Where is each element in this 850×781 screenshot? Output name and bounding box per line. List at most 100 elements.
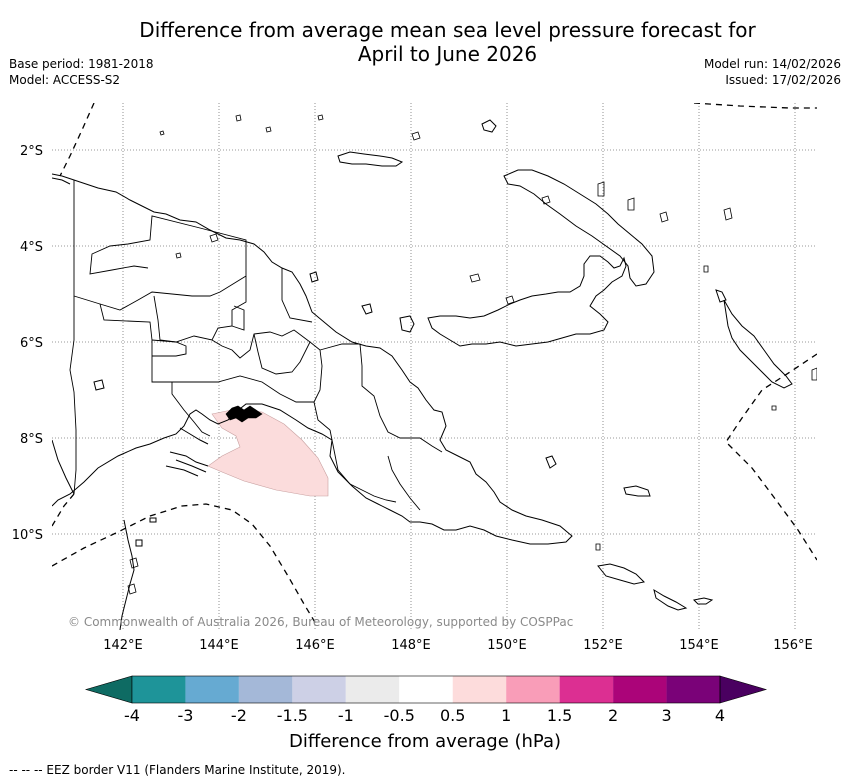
model-name: Model: ACCESS-S2 (9, 73, 121, 87)
trobriand-coast (545, 455, 557, 469)
island (771, 405, 777, 411)
madang-boundary (281, 268, 313, 323)
island (265, 126, 272, 133)
papua-south-coast (52, 439, 75, 495)
island (159, 130, 165, 136)
colorbar-tick-label: -4 (124, 706, 140, 725)
eez-east (725, 353, 817, 561)
lat-label-10s: 10°S (12, 528, 43, 543)
island (235, 114, 242, 122)
title-line-1: Difference from average mean sea level p… (139, 18, 756, 42)
new-britain-coast (427, 255, 627, 347)
lon-label-148e: 148°E (391, 638, 431, 653)
colorbar-tick-label: -0.5 (384, 706, 415, 725)
gulf-central-boundary (329, 429, 397, 503)
eez-north-east (693, 103, 817, 109)
fly-delta (165, 427, 209, 477)
island (209, 233, 219, 243)
island (469, 273, 481, 283)
island (703, 265, 709, 273)
issued-date: Issued: 17/02/2026 (725, 73, 841, 87)
dentrecasteaux-coast (597, 563, 646, 585)
island (505, 295, 515, 305)
woodlark-coast (623, 485, 651, 497)
graticule (52, 103, 817, 630)
island (627, 197, 635, 211)
cape-york-coast (119, 519, 135, 630)
island (127, 583, 137, 595)
louisiade-coast (653, 588, 688, 611)
colorbar-segment (132, 676, 186, 703)
copyright-text: © Commonwealth of Australia 2026, Bureau… (68, 615, 573, 629)
lat-label-6s: 6°S (20, 336, 43, 351)
manus-coast (337, 151, 404, 167)
model-run-date: Model run: 14/02/2026 (703, 57, 841, 71)
colorbar-tick-label: -2 (231, 706, 247, 725)
colorbar-segment (559, 676, 614, 703)
colorbar-tick-label: 0.5 (440, 706, 465, 725)
lon-label-146e: 146°E (295, 638, 335, 653)
colorbar-segment (452, 676, 507, 703)
lon-label-156e: 156°E (773, 638, 813, 653)
new-guinea-coast (52, 173, 573, 545)
karkar-coast (309, 271, 319, 283)
island (723, 207, 733, 221)
png-indonesia-border (69, 180, 77, 495)
island (129, 557, 139, 569)
colorbar-segment (506, 676, 560, 703)
colorbar-title: Difference from average (hPa) (289, 731, 561, 752)
island (659, 211, 669, 223)
island (811, 367, 817, 381)
umboi-coast (361, 303, 373, 315)
highlands-boundaries (211, 329, 323, 403)
colorbar-tick-labels: -4 -3 -2 -1.5 -1 -0.5 0.5 1 1.5 2 3 4 (124, 706, 725, 725)
colorbar-tick-label: -1.5 (277, 706, 308, 725)
colorbar-segment (238, 676, 293, 703)
lon-label-154e: 154°E (679, 638, 719, 653)
island (597, 181, 605, 197)
lon-labels: 142°E 144°E 146°E 148°E 150°E 152°E 154°… (103, 638, 813, 653)
run-info: Model run: 14/02/2026 Issued: 17/02/2026 (704, 56, 841, 88)
sandaun-boundary (73, 215, 247, 311)
island (541, 195, 551, 205)
colorbar-segment (345, 676, 400, 703)
eez-south (52, 503, 317, 625)
map-area (52, 103, 817, 630)
colorbar-extend-low (84, 675, 133, 704)
new-ireland-coast (503, 169, 655, 287)
lon-label-150e: 150°E (487, 638, 527, 653)
colorbar-segment (399, 676, 453, 703)
colorbar-segment (292, 676, 346, 703)
lon-label-142e: 142°E (103, 638, 143, 653)
small-islands (127, 114, 817, 595)
eez-borders (52, 103, 817, 625)
colorbar-segment (613, 676, 667, 703)
torres-islands (93, 379, 157, 547)
colorbar-tick-label: 1.5 (547, 706, 572, 725)
coastlines (52, 119, 793, 630)
island (411, 131, 421, 141)
colorbar-frame (131, 675, 721, 704)
lat-label-2s: 2°S (20, 144, 43, 159)
colorbar-tick-label: -1 (338, 706, 354, 725)
island (175, 252, 182, 259)
new-hanover-coast (481, 119, 497, 133)
eez-west-north (59, 103, 95, 177)
lon-label-152e: 152°E (583, 638, 623, 653)
western-boundary (99, 303, 331, 431)
colorbar-tick-label: 4 (715, 706, 725, 725)
island (595, 543, 601, 551)
title-line-2: April to June 2026 (357, 42, 538, 66)
morobe-boundary (319, 343, 443, 453)
lat-label-4s: 4°S (20, 240, 43, 255)
north-coast-detail (52, 177, 71, 185)
island (317, 114, 324, 121)
rossel-coast (692, 597, 714, 605)
long-island-coast (399, 315, 415, 333)
colorbar-segment (185, 676, 239, 703)
base-period: Base period: 1981-2018 (9, 57, 154, 71)
jiwaka-chimbu (231, 305, 311, 375)
eez-southwest (52, 493, 75, 527)
lat-labels: 2°S 4°S 6°S 8°S 10°S (12, 144, 43, 543)
